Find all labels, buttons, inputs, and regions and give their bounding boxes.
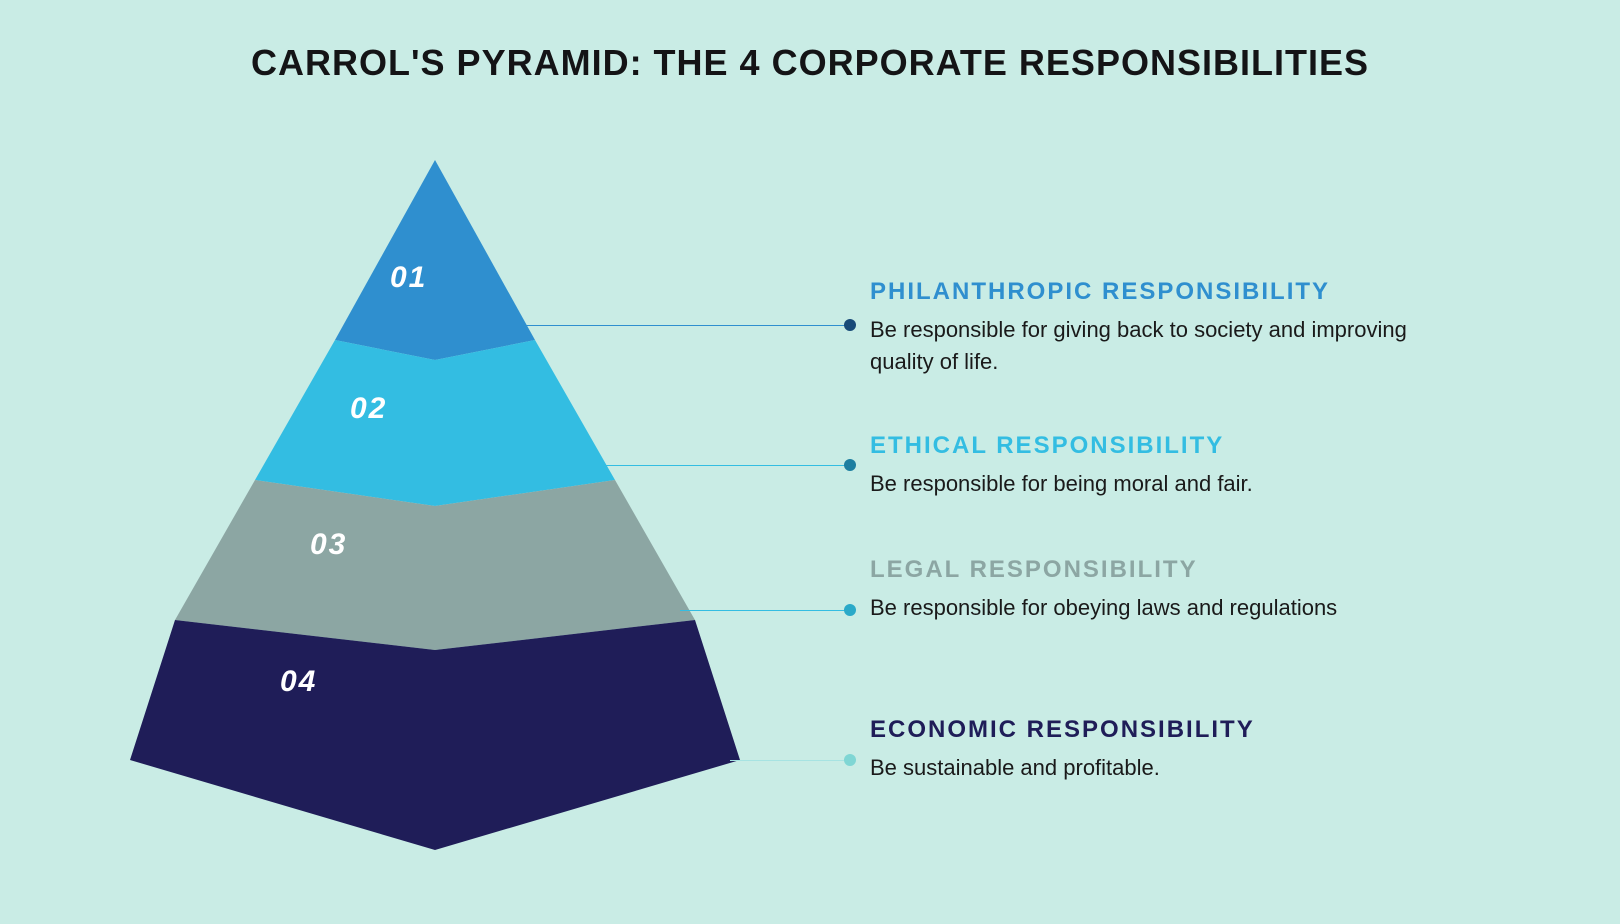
section-body-2: Be responsible for being moral and fair. <box>870 468 1470 500</box>
section-economic: ECONOMIC RESPONSIBILITY Be sustainable a… <box>870 716 1470 784</box>
connector-2 <box>600 465 850 466</box>
connector-dot-3 <box>844 604 856 616</box>
section-philanthropic: PHILANTHROPIC RESPONSIBILITY Be responsi… <box>870 278 1470 378</box>
pyramid-label-03: 03 <box>310 528 347 562</box>
pyramid-label-01: 01 <box>390 261 427 295</box>
section-heading-2: ETHICAL RESPONSIBILITY <box>870 432 1470 460</box>
connector-dot-4 <box>844 754 856 766</box>
section-heading-4: ECONOMIC RESPONSIBILITY <box>870 716 1470 744</box>
pyramid-label-02: 02 <box>350 392 387 426</box>
section-body-3: Be responsible for obeying laws and regu… <box>870 592 1470 624</box>
connector-1 <box>520 325 850 326</box>
connector-dot-1 <box>844 319 856 331</box>
section-body-4: Be sustainable and profitable. <box>870 752 1470 784</box>
section-ethical: ETHICAL RESPONSIBILITY Be responsible fo… <box>870 432 1470 500</box>
infographic-canvas: CARROL'S PYRAMID: THE 4 CORPORATE RESPON… <box>0 0 1620 924</box>
section-heading-1: PHILANTHROPIC RESPONSIBILITY <box>870 278 1470 306</box>
section-body-1: Be responsible for giving back to societ… <box>870 314 1470 378</box>
section-legal: LEGAL RESPONSIBILITY Be responsible for … <box>870 556 1470 624</box>
pyramid-svg <box>130 160 740 890</box>
page-title: CARROL'S PYRAMID: THE 4 CORPORATE RESPON… <box>0 42 1620 84</box>
connector-dot-2 <box>844 459 856 471</box>
connector-4 <box>730 760 850 761</box>
pyramid-label-04: 04 <box>280 665 317 699</box>
section-heading-3: LEGAL RESPONSIBILITY <box>870 556 1470 584</box>
connector-3 <box>680 610 850 611</box>
